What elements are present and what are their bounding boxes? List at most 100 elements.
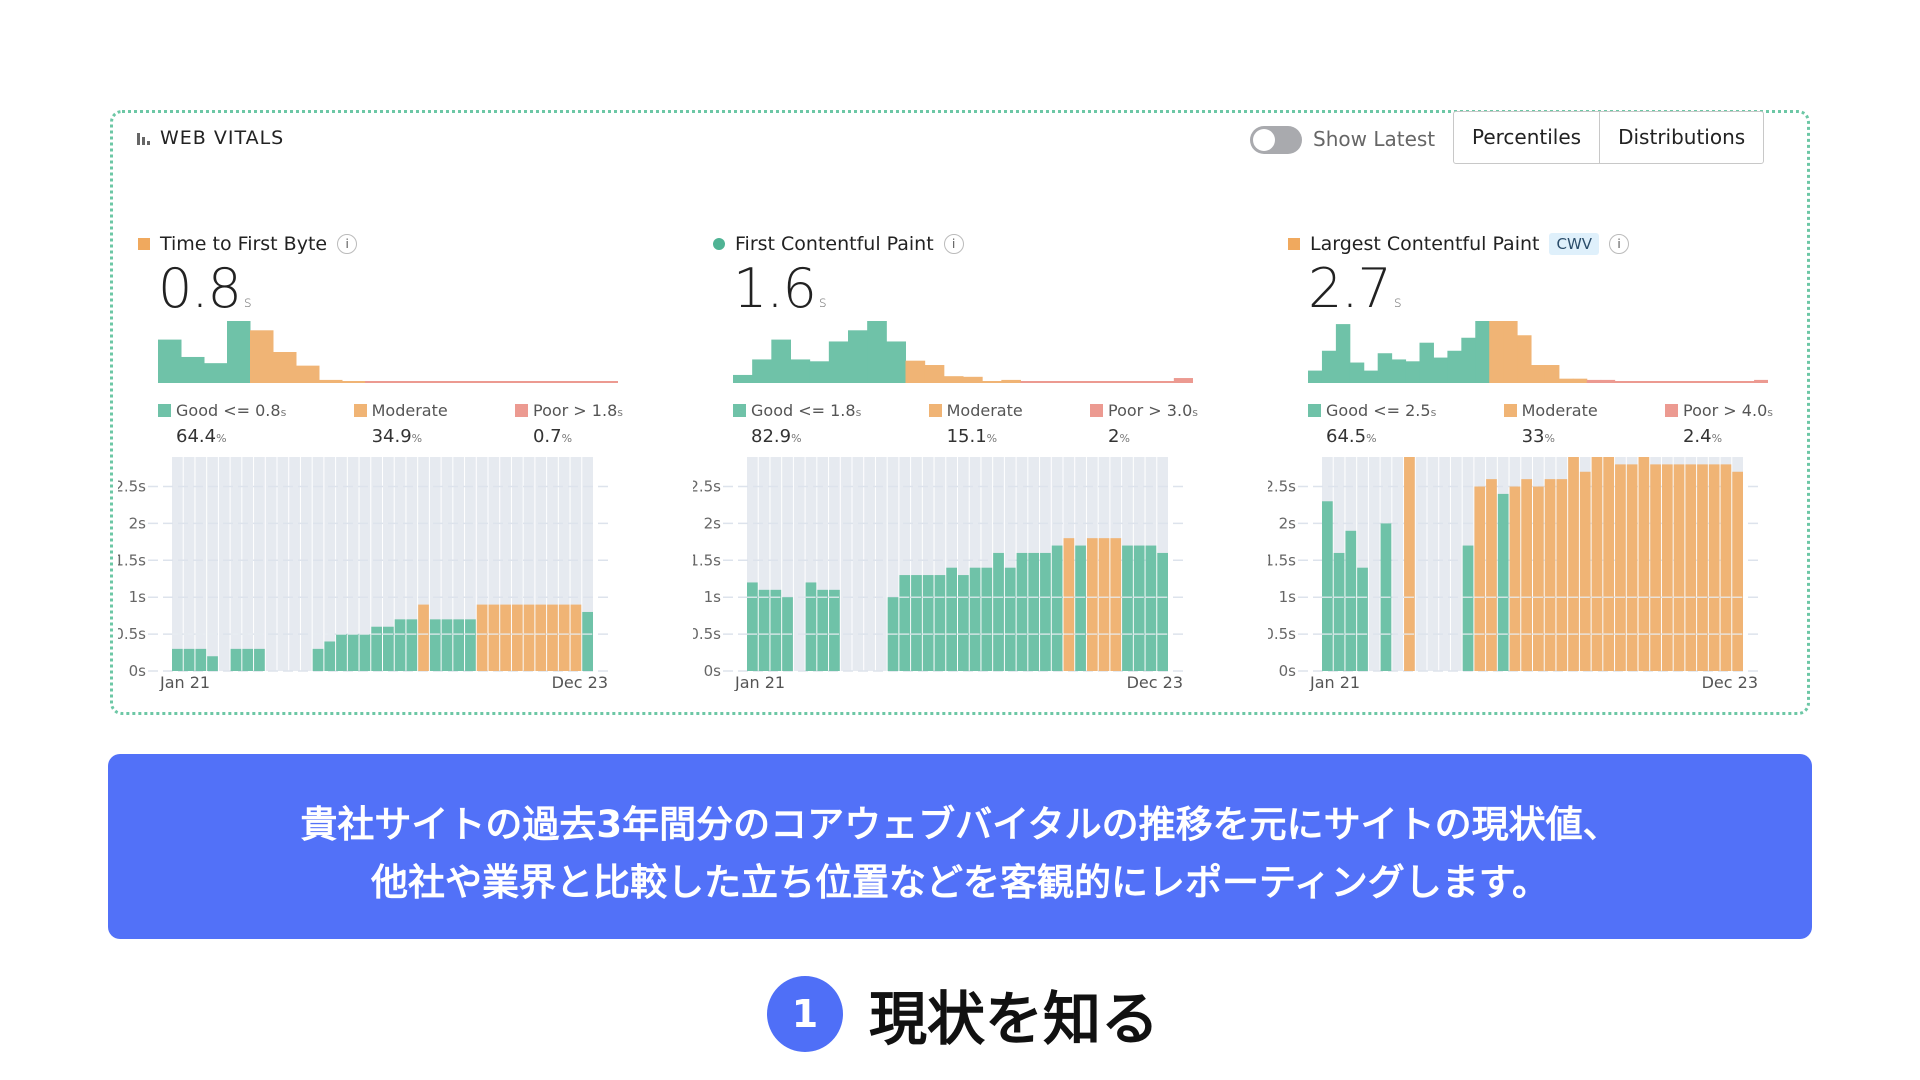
histogram-bin: [1461, 337, 1476, 383]
histogram-bin: [1544, 365, 1560, 383]
trend-bar: [230, 648, 242, 671]
histogram-bin: [733, 374, 753, 383]
month-column: [347, 457, 359, 671]
trend-bar: [172, 648, 183, 671]
metric-marker-icon: [1288, 238, 1300, 250]
trend-bar: [500, 604, 511, 671]
histogram-bin: [1135, 381, 1156, 383]
y-tick-label: 2s: [1279, 514, 1297, 532]
info-icon[interactable]: i: [337, 234, 358, 254]
histogram-bin: [1726, 381, 1741, 383]
histogram-bin: [1642, 381, 1657, 383]
trend-bar: [1544, 479, 1556, 671]
histogram-bin: [388, 381, 412, 383]
tab-distributions[interactable]: Distributions: [1599, 112, 1763, 163]
histogram-bin: [1097, 381, 1117, 383]
trend-bar: [1157, 552, 1168, 671]
info-icon[interactable]: i: [943, 234, 964, 254]
trend-bar: [1133, 545, 1145, 671]
trend-bar: [946, 567, 957, 671]
histogram-bin: [1419, 342, 1434, 383]
trend-bar: [770, 589, 782, 671]
histogram-bin: [886, 341, 906, 383]
legend-percent: 64.5%: [1326, 426, 1377, 447]
trend-bar: [406, 619, 418, 671]
trend-bar: [347, 634, 359, 671]
histogram-bin: [1020, 381, 1041, 383]
trend-bar: [1098, 538, 1110, 671]
y-tick-label: 0.5s: [1268, 625, 1296, 643]
trend-bar: [1556, 479, 1568, 671]
trend-bar: [1145, 545, 1157, 671]
month-column: [488, 457, 500, 671]
metric-unit: s: [243, 293, 252, 311]
trend-bar: [993, 552, 1004, 671]
histogram-bin: [434, 381, 458, 383]
legend-percent: 82.9%: [751, 426, 802, 447]
trend-bar: [1708, 464, 1720, 671]
histogram-bin: [1754, 379, 1768, 383]
panel-title: WEB VITALS: [160, 127, 285, 149]
show-latest-label: Show Latest: [1313, 127, 1436, 151]
trend-bar: [899, 575, 911, 671]
tab-percentiles[interactable]: Percentiles: [1472, 125, 1582, 149]
y-tick-label: 2.5s: [1268, 478, 1296, 496]
metric-first-contentful-paint: First Contentful Paint i 1.6 s Good <= 1.…: [693, 233, 1288, 713]
month-column: [406, 457, 418, 671]
trend-bar: [359, 634, 371, 671]
histogram-bin: [1039, 381, 1060, 383]
show-latest-toggle[interactable]: [1250, 126, 1302, 154]
month-column: [875, 457, 887, 671]
month-column: [582, 457, 593, 671]
histogram-bin: [1517, 335, 1532, 383]
trend-bar: [476, 604, 488, 671]
legend-swatch: [1664, 404, 1678, 417]
histogram-bin: [867, 321, 887, 383]
histogram-bin: [480, 381, 504, 383]
histogram-bin: [1433, 357, 1448, 383]
histogram-bin: [1670, 381, 1685, 383]
histogram-bin: [1447, 350, 1462, 383]
month-column: [911, 457, 922, 671]
histogram-bin: [848, 330, 868, 383]
histogram-bin: [227, 321, 251, 383]
info-icon[interactable]: i: [1609, 234, 1630, 254]
histogram-bin: [1308, 370, 1323, 383]
trend-bar: [1004, 567, 1016, 671]
metric-unit: s: [1393, 293, 1402, 311]
histogram-bin: [1335, 324, 1351, 383]
legend-label: Poor > 1.8: [532, 401, 618, 420]
month-column: [429, 457, 441, 671]
month-column: [758, 457, 770, 671]
trend-bar: [547, 604, 558, 671]
percent-value: 64.4: [176, 426, 217, 447]
histogram-bin: [1628, 381, 1644, 383]
month-column: [1427, 457, 1439, 671]
month-column: [312, 457, 324, 671]
histogram-bin: [1684, 381, 1699, 383]
histogram-bin: [1531, 365, 1546, 383]
trend-bar: [195, 648, 207, 671]
histogram-bin: [1656, 381, 1671, 383]
trend-bar: [1474, 486, 1486, 671]
legend-swatch: [1503, 404, 1517, 417]
histogram-bin: [924, 365, 945, 383]
month-column: [946, 457, 957, 671]
trend-bar: [570, 604, 582, 671]
month-column: [183, 457, 195, 671]
legend-label: Good <= 0.8: [176, 401, 281, 420]
month-column: [207, 457, 218, 671]
histogram-bin: [158, 339, 182, 383]
month-column: [1392, 457, 1404, 671]
histogram-bin: [273, 352, 297, 383]
histogram-bin: [982, 381, 1002, 383]
x-end-label: Dec 23: [552, 673, 608, 691]
trend-bar: [1603, 457, 1615, 671]
month-column: [195, 457, 207, 671]
trend-bar: [523, 604, 535, 671]
x-start-label: Jan 21: [1309, 673, 1360, 691]
legend-unit: s: [617, 406, 623, 419]
month-column: [1368, 457, 1380, 671]
month-column: [394, 457, 406, 671]
trend-bar: [1497, 493, 1509, 671]
